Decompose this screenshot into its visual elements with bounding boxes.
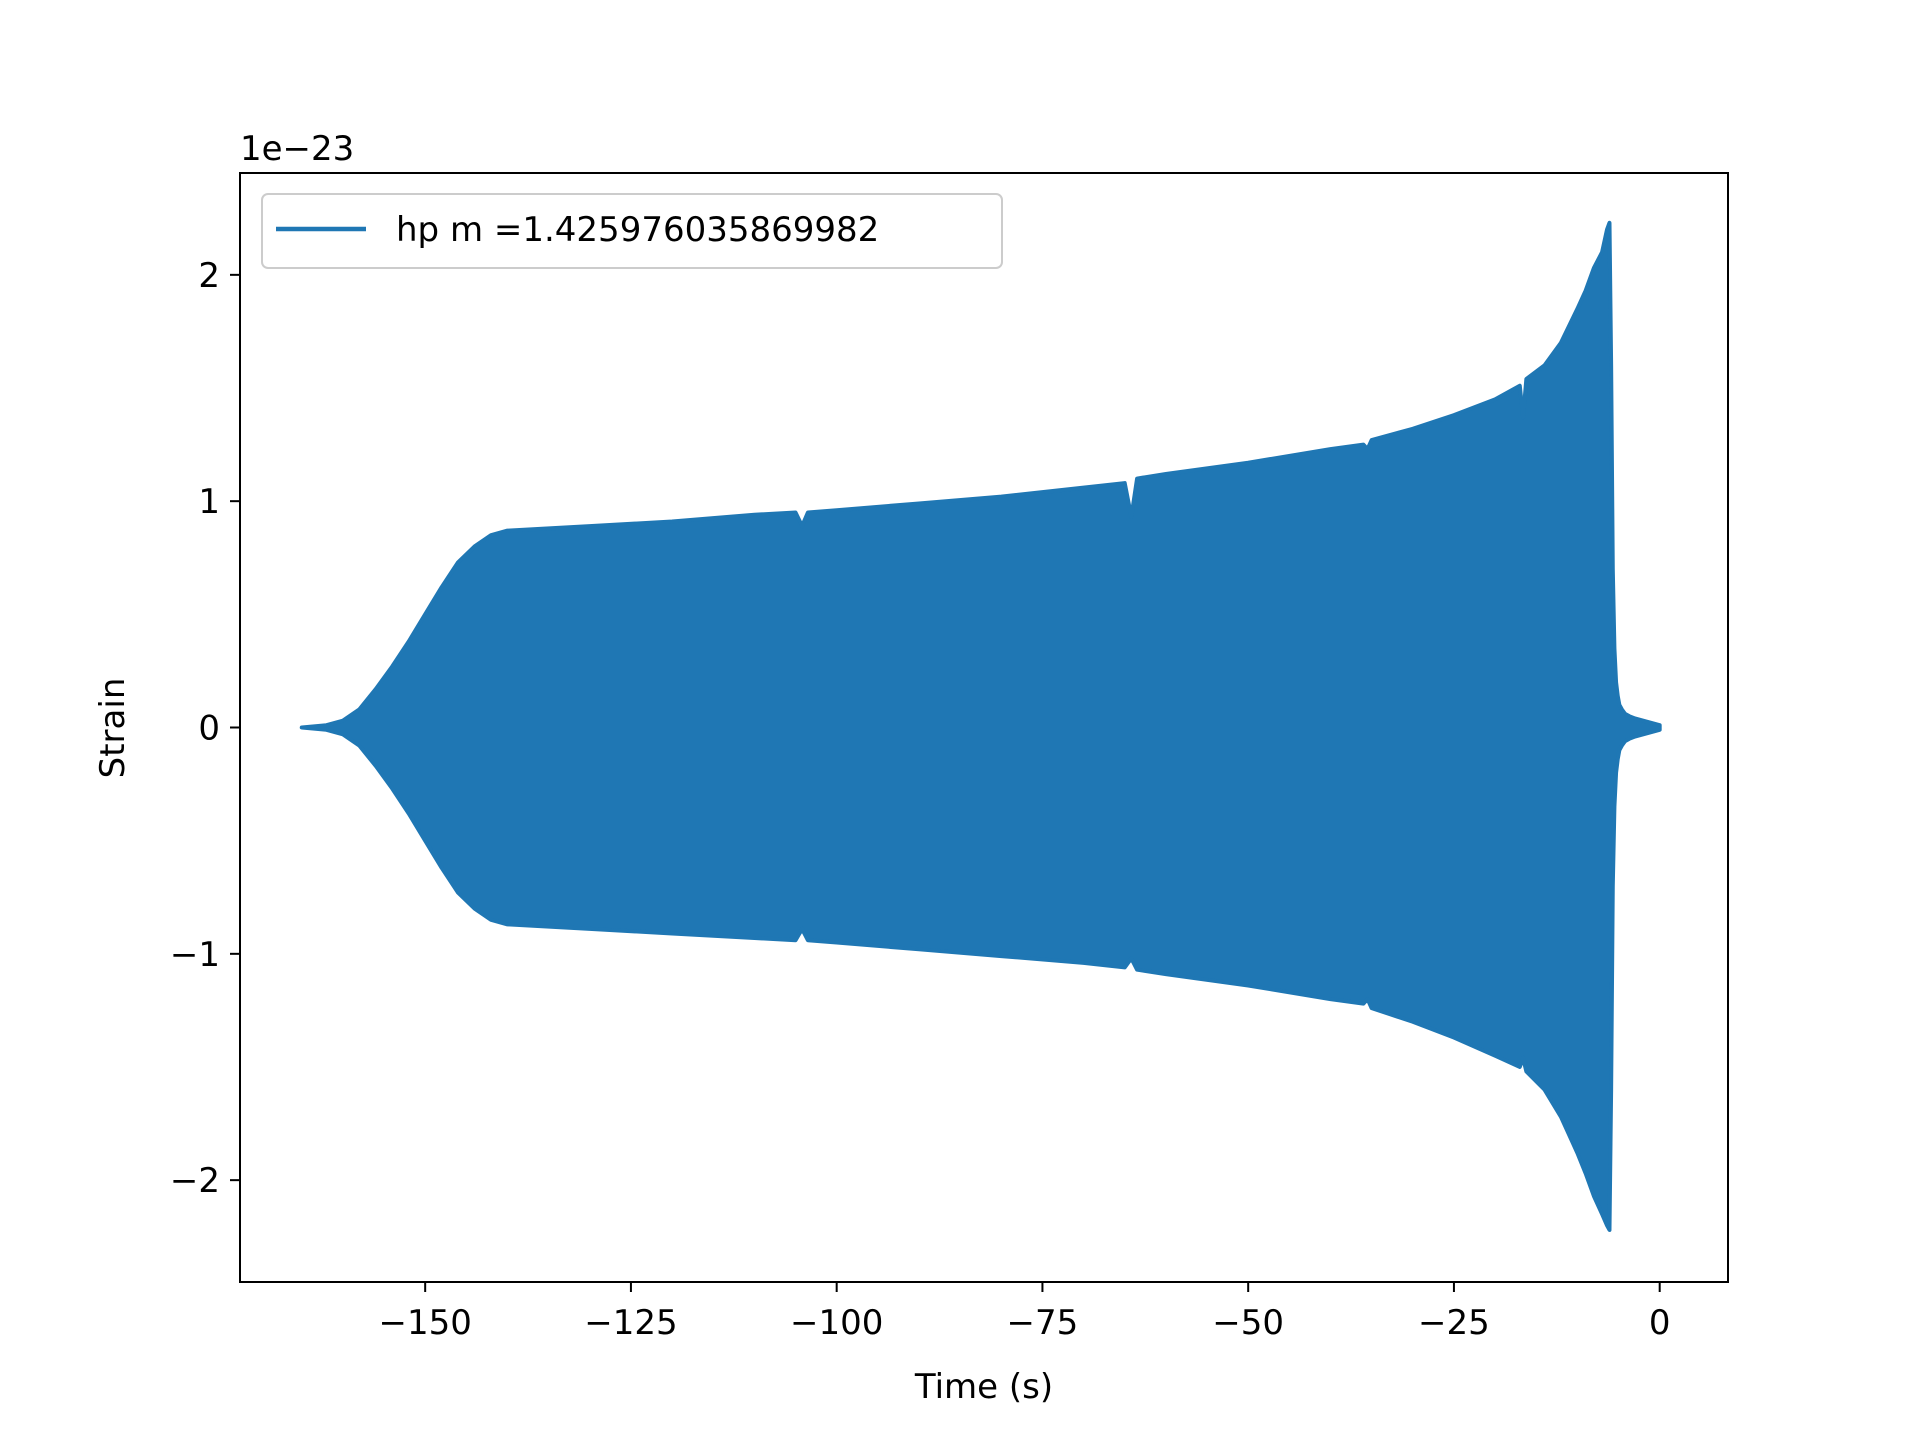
x-tick-label: −50	[1212, 1303, 1284, 1343]
y-axis-label: Strain	[93, 678, 133, 779]
x-tick-label: −25	[1418, 1303, 1490, 1343]
series-layer	[299, 220, 1662, 1232]
y-axis-ticks: −2 −1 0 1 2	[170, 256, 240, 1201]
legend: hp m =1.425976035869982	[261, 193, 1003, 269]
x-tick-label: −125	[584, 1303, 677, 1343]
x-tick-label: 0	[1649, 1303, 1671, 1343]
y-tick-label: −1	[170, 935, 220, 975]
series-waveform	[299, 220, 1662, 1232]
y-offset-label: 1e−23	[240, 129, 354, 169]
legend-label: hp m =1.425976035869982	[396, 210, 879, 250]
y-tick-label: 2	[198, 256, 220, 296]
legend-box	[261, 193, 1003, 269]
x-tick-label: −75	[1007, 1303, 1079, 1343]
x-tick-label: −100	[790, 1303, 883, 1343]
x-axis-ticks: −150 −125 −100 −75 −50 −25 0	[378, 1282, 1671, 1343]
y-tick-label: 1	[198, 482, 220, 522]
x-tick-label: −150	[378, 1303, 471, 1343]
y-tick-label: 0	[198, 709, 220, 749]
x-axis-label: Time (s)	[914, 1367, 1053, 1407]
plot-area	[239, 172, 1729, 1283]
y-tick-label: −2	[170, 1161, 220, 1201]
